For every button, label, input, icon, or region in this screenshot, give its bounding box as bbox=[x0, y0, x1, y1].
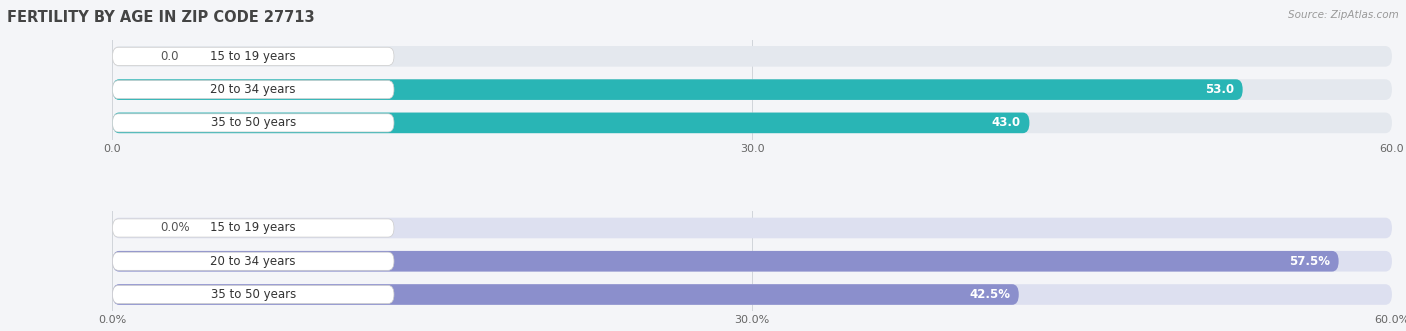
FancyBboxPatch shape bbox=[112, 113, 1029, 133]
FancyBboxPatch shape bbox=[112, 251, 1392, 271]
FancyBboxPatch shape bbox=[112, 46, 1392, 67]
Text: Source: ZipAtlas.com: Source: ZipAtlas.com bbox=[1288, 10, 1399, 20]
Text: 57.5%: 57.5% bbox=[1289, 255, 1330, 268]
Text: 35 to 50 years: 35 to 50 years bbox=[211, 117, 295, 129]
Text: 42.5%: 42.5% bbox=[969, 288, 1011, 301]
FancyBboxPatch shape bbox=[112, 47, 394, 66]
FancyBboxPatch shape bbox=[112, 285, 394, 304]
FancyBboxPatch shape bbox=[112, 251, 1339, 271]
Text: 43.0: 43.0 bbox=[991, 117, 1021, 129]
FancyBboxPatch shape bbox=[112, 114, 394, 132]
Text: 20 to 34 years: 20 to 34 years bbox=[211, 255, 297, 268]
FancyBboxPatch shape bbox=[112, 252, 394, 270]
FancyBboxPatch shape bbox=[112, 284, 1392, 305]
Text: FERTILITY BY AGE IN ZIP CODE 27713: FERTILITY BY AGE IN ZIP CODE 27713 bbox=[7, 10, 315, 25]
FancyBboxPatch shape bbox=[112, 79, 1243, 100]
Text: 0.0: 0.0 bbox=[160, 50, 179, 63]
Text: 15 to 19 years: 15 to 19 years bbox=[211, 221, 297, 234]
FancyBboxPatch shape bbox=[112, 80, 394, 99]
Text: 15 to 19 years: 15 to 19 years bbox=[211, 50, 297, 63]
FancyBboxPatch shape bbox=[112, 284, 1019, 305]
Text: 0.0%: 0.0% bbox=[160, 221, 190, 234]
Text: 35 to 50 years: 35 to 50 years bbox=[211, 288, 295, 301]
FancyBboxPatch shape bbox=[112, 113, 1392, 133]
Text: 53.0: 53.0 bbox=[1205, 83, 1234, 96]
FancyBboxPatch shape bbox=[112, 219, 394, 237]
FancyBboxPatch shape bbox=[112, 218, 1392, 238]
Text: 20 to 34 years: 20 to 34 years bbox=[211, 83, 297, 96]
FancyBboxPatch shape bbox=[112, 79, 1392, 100]
